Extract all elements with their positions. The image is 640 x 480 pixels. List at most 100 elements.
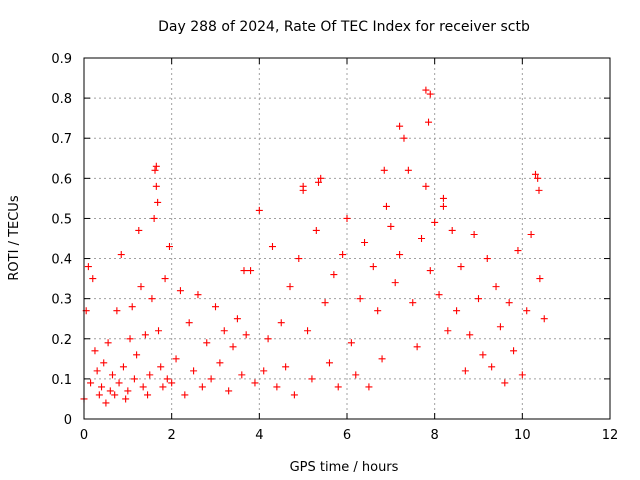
data-point — [111, 391, 119, 399]
data-point — [536, 275, 544, 283]
data-point — [277, 319, 285, 327]
data-point — [396, 251, 404, 259]
data-point — [247, 267, 255, 275]
data-point — [479, 351, 487, 359]
data-point — [404, 166, 412, 174]
data-point — [139, 383, 147, 391]
data-point — [87, 379, 95, 387]
y-tick-label: 0.8 — [51, 92, 72, 107]
data-point — [146, 371, 154, 379]
data-point — [290, 391, 298, 399]
data-point — [535, 186, 543, 194]
y-tick-label: 0.9 — [51, 52, 72, 67]
x-tick-label: 12 — [602, 428, 619, 443]
data-point — [510, 347, 518, 355]
data-point — [93, 367, 101, 375]
y-tick-label: 0.1 — [51, 373, 72, 388]
data-point — [439, 194, 447, 202]
data-point — [155, 327, 163, 335]
data-point — [312, 226, 320, 234]
data-point — [400, 134, 408, 142]
data-point — [133, 351, 141, 359]
data-point — [104, 339, 112, 347]
data-point — [128, 303, 136, 311]
data-point — [124, 387, 132, 395]
data-point — [391, 279, 399, 287]
data-point — [233, 315, 241, 323]
data-point — [255, 206, 263, 214]
data-point — [229, 343, 237, 351]
data-point — [426, 267, 434, 275]
data-point — [422, 182, 430, 190]
data-point — [422, 86, 430, 94]
data-point — [198, 383, 206, 391]
data-point — [91, 347, 99, 355]
data-point — [181, 391, 189, 399]
data-point — [457, 263, 465, 271]
x-tick-label: 4 — [255, 428, 263, 443]
data-point — [137, 283, 145, 291]
x-tick-label: 0 — [80, 428, 88, 443]
data-point — [152, 182, 160, 190]
data-point — [413, 343, 421, 351]
data-point — [540, 315, 548, 323]
data-point — [409, 299, 417, 307]
data-point — [325, 359, 333, 367]
data-point — [242, 331, 250, 339]
data-point — [448, 226, 456, 234]
data-point — [84, 263, 92, 271]
data-point — [216, 359, 224, 367]
data-point — [501, 379, 509, 387]
data-point — [387, 222, 395, 230]
data-point — [361, 239, 369, 247]
data-point — [203, 339, 211, 347]
data-point — [212, 303, 219, 311]
data-point — [98, 383, 106, 391]
data-point — [117, 251, 125, 259]
data-point — [330, 271, 338, 279]
data-point — [382, 202, 390, 210]
data-point — [425, 118, 433, 126]
data-point — [527, 230, 535, 238]
data-point — [172, 355, 180, 363]
data-point — [144, 391, 152, 399]
data-point — [488, 363, 496, 371]
data-point — [439, 202, 447, 210]
y-tick-label: 0 — [64, 413, 72, 428]
data-point — [339, 251, 347, 259]
data-point — [299, 182, 307, 190]
data-point — [130, 375, 138, 383]
data-point — [286, 283, 294, 291]
data-point — [238, 371, 246, 379]
x-tick-label: 6 — [343, 428, 351, 443]
data-point — [168, 379, 176, 387]
data-point — [115, 379, 123, 387]
x-axis-label: GPS time / hours — [290, 460, 399, 475]
data-point — [347, 339, 355, 347]
data-point — [356, 295, 364, 303]
data-point — [518, 371, 526, 379]
data-point — [106, 387, 114, 395]
data-point — [268, 243, 276, 251]
data-point — [260, 367, 268, 375]
data-point — [148, 295, 156, 303]
data-point — [126, 335, 134, 343]
y-tick-label: 0.6 — [51, 172, 72, 187]
data-point — [273, 383, 281, 391]
data-point — [220, 327, 228, 335]
data-point — [159, 383, 167, 391]
data-point — [100, 359, 108, 367]
data-point — [365, 383, 373, 391]
y-axis-label: ROTI / TECUs — [7, 195, 22, 280]
data-point — [251, 379, 259, 387]
data-point — [317, 174, 325, 182]
data-point — [444, 327, 452, 335]
data-point — [380, 166, 388, 174]
data-point — [334, 383, 342, 391]
data-point — [122, 395, 130, 403]
data-point — [321, 299, 329, 307]
data-point — [315, 178, 323, 186]
data-point — [185, 319, 193, 327]
data-point — [505, 299, 513, 307]
data-point — [119, 363, 127, 371]
